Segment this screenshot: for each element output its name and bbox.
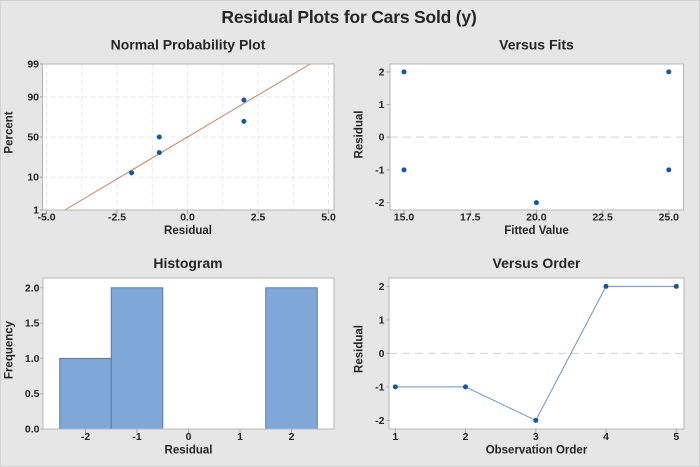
svg-text:5.0: 5.0 (321, 212, 336, 224)
svg-text:3: 3 (533, 431, 539, 443)
svg-text:0: 0 (379, 132, 385, 144)
svg-text:2: 2 (463, 431, 469, 443)
svg-text:Versus Order: Versus Order (493, 255, 581, 271)
svg-text:90: 90 (27, 91, 39, 103)
svg-text:Observation Order: Observation Order (486, 445, 588, 457)
svg-text:50: 50 (27, 132, 39, 144)
svg-text:25.0: 25.0 (659, 212, 680, 224)
svg-text:Normal Probability Plot: Normal Probability Plot (111, 37, 266, 53)
svg-text:Residual Plots for Cars Sold (: Residual Plots for Cars Sold (y) (221, 7, 476, 27)
svg-text:1.0: 1.0 (25, 353, 40, 365)
svg-text:1.5: 1.5 (25, 318, 40, 330)
svg-text:Residual: Residual (354, 111, 366, 159)
svg-text:99: 99 (27, 59, 39, 71)
svg-text:Frequency: Frequency (4, 320, 16, 379)
svg-text:2.0: 2.0 (25, 282, 40, 294)
svg-text:-2: -2 (81, 431, 90, 443)
svg-text:1: 1 (33, 205, 39, 217)
svg-text:2: 2 (379, 281, 385, 293)
svg-text:0.0: 0.0 (180, 212, 195, 224)
svg-text:-5.0: -5.0 (37, 212, 55, 224)
svg-text:-1: -1 (132, 431, 141, 443)
svg-text:Percent: Percent (4, 111, 16, 153)
svg-text:2: 2 (289, 431, 295, 443)
svg-text:Residual: Residual (165, 445, 213, 457)
svg-text:0.0: 0.0 (25, 424, 40, 436)
svg-text:15.0: 15.0 (394, 212, 415, 224)
svg-text:-1: -1 (375, 381, 384, 393)
svg-text:Fitted Value: Fitted Value (504, 225, 569, 237)
svg-text:0: 0 (186, 431, 192, 443)
svg-text:1: 1 (237, 431, 243, 443)
svg-text:1: 1 (379, 314, 385, 326)
svg-text:22.5: 22.5 (592, 212, 613, 224)
svg-text:10: 10 (27, 172, 39, 184)
svg-text:-2.5: -2.5 (108, 212, 126, 224)
svg-text:-2: -2 (375, 415, 384, 427)
svg-text:Residual: Residual (164, 225, 212, 237)
svg-text:Versus Fits: Versus Fits (499, 37, 574, 53)
svg-text:-2: -2 (375, 197, 384, 209)
svg-text:2: 2 (379, 66, 385, 78)
svg-text:Histogram: Histogram (153, 255, 222, 271)
svg-text:4: 4 (603, 431, 609, 443)
svg-text:20.0: 20.0 (526, 212, 547, 224)
svg-text:5: 5 (673, 431, 679, 443)
svg-text:0: 0 (379, 348, 385, 360)
svg-text:2.5: 2.5 (251, 212, 266, 224)
svg-text:Residual: Residual (354, 325, 366, 373)
svg-text:1: 1 (379, 99, 385, 111)
svg-text:17.5: 17.5 (460, 212, 481, 224)
svg-text:0.5: 0.5 (25, 388, 40, 400)
svg-text:1: 1 (392, 431, 398, 443)
svg-text:-1: -1 (375, 164, 384, 176)
